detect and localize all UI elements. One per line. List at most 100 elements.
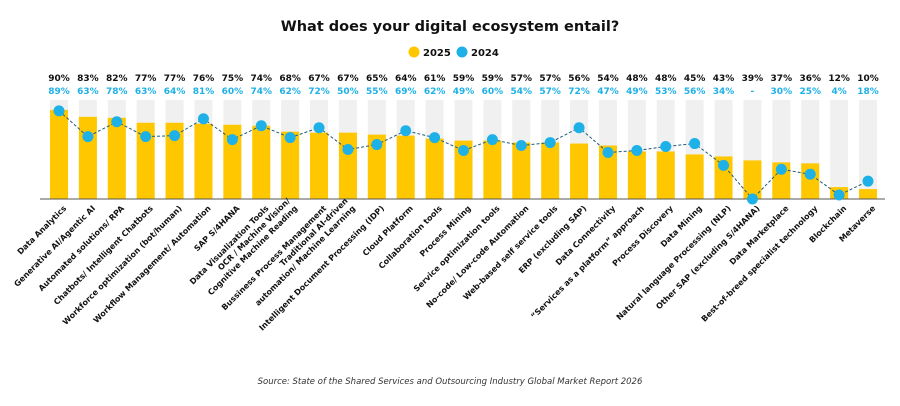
data-label-2025: 77% [164, 74, 186, 84]
data-label-2025: 45% [684, 74, 706, 84]
data-label-2024: 72% [308, 87, 330, 97]
x-tick-label-line: No-code/ Low-code Automation [425, 204, 531, 310]
marker-2024 [746, 193, 758, 205]
bar-2025 [194, 123, 213, 199]
data-label-2024: 49% [626, 87, 648, 97]
marker-2024 [458, 144, 469, 156]
marker-2024 [169, 130, 181, 142]
marker-2024 [573, 122, 585, 134]
bar-2025 [454, 140, 473, 199]
marker-2024 [82, 131, 94, 143]
marker-2024 [111, 116, 123, 128]
data-label-2025: 59% [453, 74, 475, 84]
x-tick-label: No-code/ Low-code Automation [425, 204, 531, 310]
data-label-2024: 63% [135, 87, 157, 97]
x-tick-label-line: Data Analytics [16, 204, 69, 257]
chart-title: What does your digital ecosystem entail? [281, 19, 620, 35]
data-label-2024: 60% [482, 87, 504, 97]
bar-2025 [136, 122, 155, 199]
bar-2025 [859, 189, 877, 199]
data-label-2024: 34% [713, 87, 735, 97]
marker-2024 [660, 141, 672, 153]
bar-2025 [801, 163, 820, 199]
data-label-2024: 55% [366, 87, 388, 97]
bar-2025 [512, 142, 531, 199]
bar-2025 [310, 132, 329, 199]
x-tick-label: Data Analytics [16, 204, 69, 257]
x-tick-label: Other SAP (excluding S/4HANA) [654, 204, 761, 311]
data-label-2025: 83% [77, 74, 99, 84]
bar-2025 [396, 135, 415, 199]
data-label-2024: - [751, 87, 755, 97]
data-label-2024: 50% [337, 87, 359, 97]
bar-2025 [627, 151, 646, 199]
marker-2024 [544, 137, 556, 149]
data-label-2024: 74% [250, 87, 272, 97]
data-label-2025: 67% [308, 74, 330, 84]
data-label-2024: 56% [684, 87, 706, 97]
marker-2024 [775, 163, 787, 175]
data-label-2024: 81% [193, 87, 215, 97]
data-label-2024: 64% [164, 87, 186, 97]
data-label-2025: 57% [539, 74, 561, 84]
data-label-2024: 72% [568, 87, 590, 97]
legend-label-2024: 2024 [471, 48, 499, 59]
data-label-2025: 64% [395, 74, 417, 84]
data-label-2025: 59% [482, 74, 504, 84]
data-label-2024: 63% [77, 87, 99, 97]
marker-2024 [602, 146, 614, 158]
data-label-2025: 12% [828, 74, 850, 84]
bar-2025 [656, 151, 675, 199]
data-label-2025: 68% [279, 74, 301, 84]
legend-label-2025: 2025 [423, 48, 451, 59]
bar-2025 [78, 116, 97, 199]
data-label-2025: 90% [48, 74, 70, 84]
bar-2025 [252, 125, 271, 199]
data-label-2025: 54% [597, 74, 619, 84]
data-label-2024: 30% [771, 87, 793, 97]
marker-2024 [486, 134, 498, 146]
data-label-2025: 65% [366, 74, 388, 84]
legend-marker-2025 [408, 46, 420, 58]
data-label-2025: 76% [193, 74, 215, 84]
data-label-2025: 74% [250, 74, 272, 84]
data-label-2025: 75% [222, 74, 244, 84]
data-label-2024: 25% [799, 87, 821, 97]
bar-2025 [165, 122, 184, 199]
x-tick-label: Process Mining [418, 204, 473, 259]
legend-marker-2024 [456, 46, 468, 58]
bar-2025 [367, 134, 386, 199]
data-label-2025: 43% [713, 74, 735, 84]
data-label-2024: 62% [279, 87, 301, 97]
marker-2024 [140, 131, 152, 143]
data-label-2025: 82% [106, 74, 128, 84]
marker-2024 [515, 140, 527, 152]
marker-2024 [429, 132, 441, 144]
data-label-2025: 36% [799, 74, 821, 84]
data-label-2024: 49% [453, 87, 475, 97]
data-label-2024: 4% [831, 87, 846, 97]
data-label-2024: 78% [106, 87, 128, 97]
marker-2024 [631, 144, 643, 156]
bar-2025 [598, 145, 617, 199]
marker-2024 [718, 159, 730, 171]
marker-2024 [833, 189, 845, 201]
bar-2025 [685, 154, 704, 199]
data-label-2024: 47% [597, 87, 619, 97]
data-label-2025: 39% [742, 74, 764, 84]
data-label-2024: 57% [539, 87, 561, 97]
marker-2024 [226, 134, 238, 146]
marker-2024 [862, 175, 874, 187]
data-label-2025: 10% [857, 74, 879, 84]
legend: 2025 2024 [408, 46, 499, 59]
data-label-2025: 56% [568, 74, 590, 84]
marker-2024 [53, 105, 65, 117]
bar-2025 [425, 138, 444, 199]
bar-2025 [483, 140, 502, 199]
bar-2025 [223, 124, 242, 199]
data-label-2024: 18% [857, 87, 879, 97]
series-line-2024 [58, 110, 869, 200]
data-label-2025: 61% [424, 74, 446, 84]
background-bar [859, 100, 877, 199]
